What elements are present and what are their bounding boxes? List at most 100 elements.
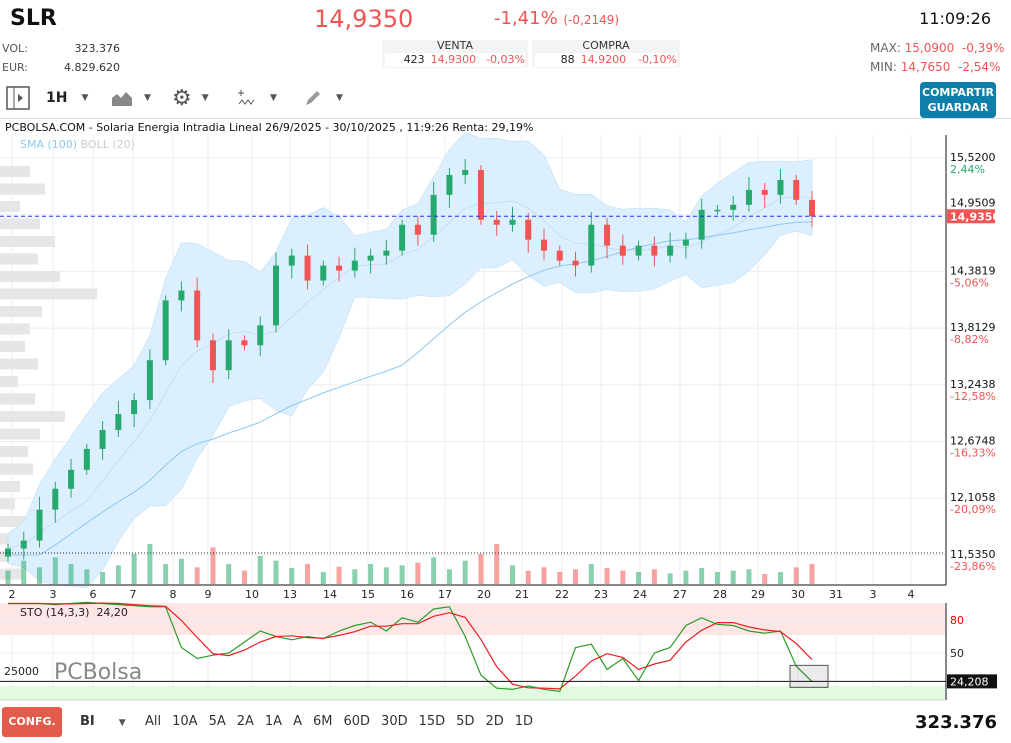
- candle: [635, 245, 642, 256]
- range-1d[interactable]: 1D: [514, 714, 534, 729]
- candle: [667, 245, 674, 256]
- range-5d[interactable]: 5D: [456, 714, 475, 729]
- volume-bar: [541, 567, 547, 584]
- candle: [36, 509, 43, 541]
- range-all[interactable]: All: [145, 714, 162, 729]
- range-30d[interactable]: 30D: [381, 714, 408, 729]
- range-2d[interactable]: 2D: [485, 714, 504, 729]
- candle: [5, 548, 11, 557]
- share-save-button[interactable]: COMPARTIR GUARDAR: [920, 82, 996, 118]
- volume-bar: [415, 562, 421, 584]
- candle: [619, 245, 626, 256]
- range-15d[interactable]: 15D: [418, 714, 446, 729]
- range-5a[interactable]: 5A: [208, 714, 226, 729]
- sto-value-label: 24,208: [950, 675, 989, 688]
- oversold-zone: [0, 686, 945, 700]
- price-chart[interactable]: 15,52002,44%14,950914,3819-5,06%13,8129-…: [0, 118, 1011, 705]
- price-tick-pct: -20,09%: [950, 503, 996, 516]
- volume-bar: [746, 569, 752, 584]
- price-tick-pct: -23,86%: [950, 560, 996, 573]
- venta-qty: 423: [403, 53, 425, 66]
- mode-select[interactable]: BI ▼: [80, 714, 126, 729]
- volume-profile-bar: [0, 253, 38, 265]
- volume-bar: [462, 560, 468, 584]
- volume-profile-bar: [0, 376, 18, 387]
- volume-bar: [52, 557, 58, 584]
- price-tick: 13,2438: [950, 378, 996, 391]
- gear-icon: ⚙: [172, 85, 192, 111]
- volume-bar: [147, 544, 153, 584]
- x-label: 3: [870, 588, 877, 601]
- volume-profile-bar: [0, 428, 40, 440]
- drawing-tools-select[interactable]: ▼: [304, 85, 343, 111]
- range-1a[interactable]: 1A: [264, 714, 283, 729]
- interval-select[interactable]: 1H ▼: [46, 85, 88, 111]
- volume-bar: [383, 567, 389, 584]
- config-button[interactable]: CONFG.: [2, 707, 62, 737]
- indicators-select[interactable]: ▼: [238, 85, 277, 111]
- volume-bar: [525, 570, 531, 584]
- sto-label: STO (14,3,3): [20, 606, 90, 619]
- compra-pct: -0,10%: [638, 53, 677, 66]
- settings-select[interactable]: ⚙ ▼: [172, 85, 209, 111]
- chart-type-select[interactable]: ▼: [112, 85, 151, 111]
- range-6m[interactable]: 6M: [312, 714, 333, 729]
- vol-label: VOL:: [2, 42, 28, 55]
- volume-bar: [210, 547, 216, 584]
- stochastic-panel: 80 50 24,208: [0, 601, 997, 701]
- volume-profile-bar: [0, 498, 15, 510]
- share-label: COMPARTIR: [922, 86, 994, 99]
- volume-bar: [131, 554, 137, 584]
- candle: [273, 265, 279, 326]
- candle: [83, 448, 90, 470]
- candle: [809, 199, 815, 217]
- candle: [115, 414, 122, 430]
- range-a[interactable]: A: [293, 714, 302, 729]
- volume-profile-bar: [0, 236, 55, 247]
- candle: [194, 290, 201, 341]
- x-label: 3: [50, 588, 57, 601]
- chevron-down-icon: ▼: [336, 93, 343, 103]
- venta-label: VENTA: [436, 39, 474, 52]
- candle: [682, 239, 689, 246]
- volume-bars: [5, 544, 815, 584]
- volume-bar: [320, 572, 326, 584]
- bollinger-mid: [7, 196, 813, 549]
- candle: [146, 360, 153, 401]
- candle: [588, 224, 595, 266]
- chevron-down-icon: ▼: [270, 93, 277, 103]
- volume-bar: [604, 568, 610, 584]
- range-60d[interactable]: 60D: [343, 714, 371, 729]
- range-buttons: All 10A 5A 2A 1A A 6M 60D 30D 15D 5D 2D 1D: [145, 714, 533, 729]
- toggle-panel-button[interactable]: [6, 85, 30, 111]
- volume-profile-bar: [0, 323, 30, 335]
- volume-bar: [762, 574, 768, 584]
- volume-bar: [226, 564, 232, 584]
- x-label: 24: [633, 588, 647, 601]
- range-2a[interactable]: 2A: [236, 714, 254, 729]
- candle: [336, 265, 343, 271]
- candle: [556, 250, 563, 261]
- legend-sma[interactable]: SMA (100): [20, 138, 78, 151]
- candle: [414, 224, 421, 235]
- x-label: 8: [170, 588, 177, 601]
- legend-boll[interactable]: BOLL (20): [80, 138, 135, 151]
- volume-bar: [273, 560, 279, 584]
- range-10a[interactable]: 10A: [172, 714, 198, 729]
- price-tick: 12,1058: [950, 491, 996, 504]
- x-label: 4: [908, 588, 915, 601]
- volume-profile-bar: [0, 288, 97, 300]
- x-label: 13: [283, 588, 297, 601]
- candle: [320, 265, 327, 281]
- volume-bar: [368, 564, 374, 584]
- x-label: 27: [673, 588, 687, 601]
- volume-bar: [683, 570, 689, 584]
- x-label: 29: [751, 588, 765, 601]
- change-pct: -1,41%: [494, 8, 558, 29]
- candle: [178, 290, 185, 301]
- x-label: 22: [555, 588, 569, 601]
- area-chart-icon: [112, 92, 132, 106]
- price-change: -1,41% (-0,2149): [494, 8, 619, 29]
- ticker-symbol: SLR: [10, 6, 57, 31]
- volume-profile-bar: [0, 393, 35, 405]
